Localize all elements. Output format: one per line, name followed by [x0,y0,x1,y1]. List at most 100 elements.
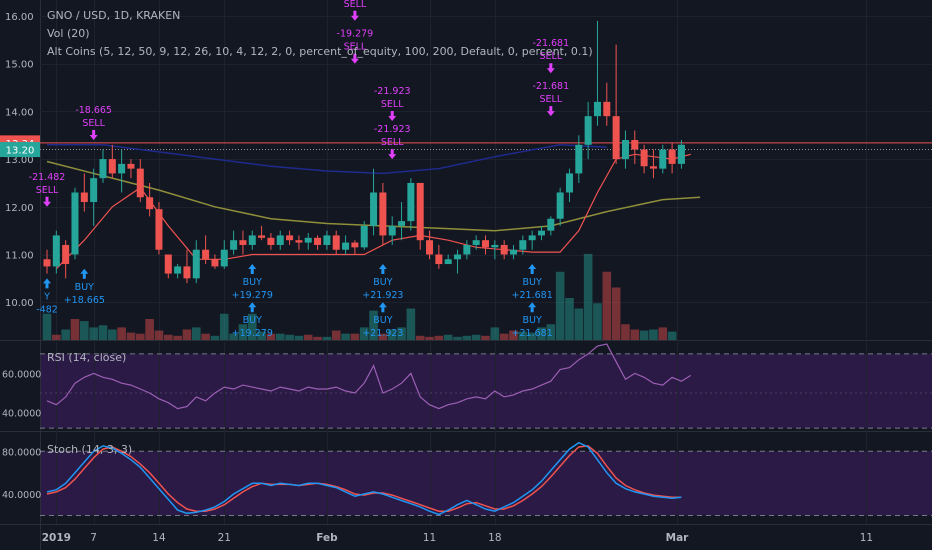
candle [612,44,620,164]
volume-bar [481,335,490,340]
candle-body [52,235,60,267]
buy-signal: BUY +21.681 [512,264,553,301]
time-tick-label: 14 [152,532,166,544]
candle [556,187,564,226]
candle-body [631,140,639,150]
candle-body [267,237,275,245]
candle [43,249,51,274]
volume-bar [453,336,462,340]
buy-signal-label: +21.681 [512,328,553,339]
sell-signal-label: -21.681 [532,38,569,49]
ma-mid-line [47,144,607,175]
candle [407,178,415,231]
volume-legend: Vol (20) [47,27,90,40]
volume-bar [378,333,388,340]
candle-body [80,192,88,203]
candle-body [155,209,163,250]
buy-signal-label: +21.923 [362,328,403,339]
candle [584,101,592,160]
candle [463,240,471,260]
candle [230,230,238,255]
sell-signal: -21.923 SELL [374,86,411,121]
volume-bar [322,336,332,340]
candle [52,230,60,274]
volume-bar [341,333,350,340]
volume-bar [275,333,285,340]
candle-body [99,159,107,179]
candle-body [136,168,144,198]
stoch-legend: Stoch (14, 3, 3) [47,443,132,456]
candle-body [146,197,154,210]
buy-arrow-icon [248,302,257,313]
volume-bar [602,271,612,340]
buy-signal-label: BUY [243,315,262,326]
time-tick-label: 7 [90,532,97,544]
candle [80,173,88,212]
candle [183,249,191,284]
time-tick-label: 18 [488,532,501,544]
candle [155,202,163,255]
price-tick-label: 14.00 [5,107,34,118]
rsi-legend: RSI (14, close) [47,351,126,364]
buy-arrow-icon [80,268,89,279]
price-badge [0,142,40,158]
candle-body [621,140,629,160]
candle [528,230,536,250]
candle [454,249,462,274]
symbol-title: GNO / USD, 1D, KRAKEN [47,9,180,22]
volume-bar [462,335,472,340]
candle [314,235,322,250]
time-tick-label: 11 [423,532,436,544]
candle [398,202,406,241]
candle-body [482,240,490,248]
sell-arrow-icon [546,63,555,74]
price-tick-label: 15.00 [5,60,34,71]
candle [62,240,70,279]
price-tick-label: 16.00 [5,12,34,23]
volume-bar [80,321,89,340]
buy-arrow-icon [43,278,51,289]
sell-signal-label: -21.923 [374,124,411,135]
volume-bar [583,253,593,340]
time-tick-label: Feb [316,532,338,544]
candle-body [286,235,294,241]
volume-bar [555,271,565,340]
candle [388,216,396,245]
candle [108,144,116,179]
candle-body [565,173,573,193]
candle [211,254,219,269]
candle-body [416,182,424,241]
buy-signal-label: +19.279 [232,290,273,301]
rsi-tick-label: 60.0000 [2,369,41,380]
price-tick-label: 11.00 [5,251,34,262]
volume-bar [630,329,640,340]
candle-body [593,101,601,117]
sell-signal: -19.279 SELL [337,29,373,64]
candle [295,235,303,250]
candle [192,240,200,284]
sell-signal: -21.681 SELL [532,38,569,74]
volume-bar [108,329,117,340]
candle-body [519,240,527,250]
candle-body [612,116,620,160]
price-tick-label: 10.00 [5,298,34,309]
candle-body [379,192,387,236]
volume-bar [443,334,453,340]
candle-body [43,259,51,267]
candle [510,244,517,260]
buy-signal: BUY +21.923 [362,302,403,339]
volume-bar [247,313,257,340]
volume-bar [490,327,500,340]
buy-signal: Y -482 [36,278,58,315]
volume-bar [285,334,294,340]
candle [136,159,144,203]
candle [593,20,601,126]
candle-body [537,230,545,236]
volume-bar [527,332,537,340]
buy-signal: BUY +21.923 [362,264,403,301]
main-panel [40,0,932,340]
candle-body [174,266,182,274]
sell-signal: -18.665 SELL [75,105,112,141]
